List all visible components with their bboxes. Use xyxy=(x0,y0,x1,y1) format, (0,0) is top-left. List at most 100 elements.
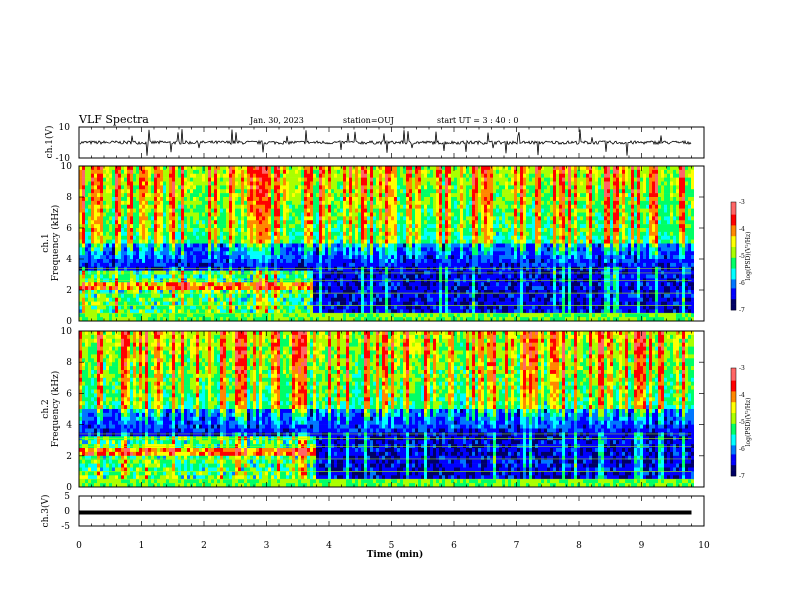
spectrogram-cell xyxy=(205,213,208,217)
spectrogram-cell xyxy=(214,306,217,310)
spectrogram-cell xyxy=(406,201,409,205)
spectrogram-cell xyxy=(190,213,193,217)
spectrogram-cell xyxy=(292,267,295,271)
spectrogram-cell xyxy=(208,282,211,286)
spectrogram-cell xyxy=(139,213,142,217)
spectrogram-cell xyxy=(292,255,295,259)
spectrogram-cell xyxy=(133,255,136,259)
spectrogram-cell xyxy=(160,197,163,201)
spectrogram-cell xyxy=(196,170,199,174)
spectrogram-cell xyxy=(436,216,439,220)
spectrogram-cell xyxy=(358,174,361,178)
spectrogram-cell xyxy=(337,209,340,213)
spectrogram-cell xyxy=(310,298,313,302)
spectrogram-cell xyxy=(274,216,277,220)
spectrogram-cell xyxy=(427,193,430,197)
spectrogram-cell xyxy=(208,306,211,310)
spectrogram-cell xyxy=(112,170,115,174)
spectrogram-cell xyxy=(220,209,223,213)
spectrogram-cell xyxy=(238,201,241,205)
spectrogram-cell xyxy=(235,213,238,217)
spectrogram-cell xyxy=(160,290,163,294)
spectrogram-cell xyxy=(148,228,151,232)
spectrogram-cell xyxy=(118,282,121,286)
spectrogram-cell xyxy=(442,201,445,205)
spectrogram-cell xyxy=(106,197,109,201)
spectrogram-cell xyxy=(151,232,154,236)
spectrogram-cell xyxy=(340,267,343,271)
spectrogram-cell xyxy=(115,306,118,310)
spectrogram-cell xyxy=(304,166,307,170)
spectrogram-cell xyxy=(337,282,340,286)
spectrogram-cell xyxy=(94,247,97,251)
spectrogram-cell xyxy=(274,286,277,290)
spectrogram-cell xyxy=(322,255,325,259)
spectrogram-cell xyxy=(379,189,382,193)
spectrogram-cell xyxy=(193,174,196,178)
spectrogram-cell xyxy=(394,236,397,240)
spectrogram-cell xyxy=(145,197,148,201)
spectrogram-cell xyxy=(349,236,352,240)
spectrogram-cell xyxy=(88,240,91,244)
spectrogram-cell xyxy=(184,294,187,298)
spectrogram-cell xyxy=(175,178,178,182)
spectrogram-cell xyxy=(427,185,430,189)
spectrogram-cell xyxy=(130,313,133,317)
spectrogram-cell xyxy=(202,201,205,205)
spectrogram-cell xyxy=(406,298,409,302)
spectrogram-cell xyxy=(109,220,112,224)
spectrogram-cell xyxy=(349,255,352,259)
spectrogram-cell xyxy=(97,244,100,248)
spectrogram-cell xyxy=(262,282,265,286)
spectrogram-cell xyxy=(328,201,331,205)
spectrogram-cell xyxy=(340,244,343,248)
spectrogram-cell xyxy=(298,251,301,255)
spectrogram-cell xyxy=(334,294,337,298)
spectrogram-cell xyxy=(406,228,409,232)
spectrogram-cell xyxy=(298,267,301,271)
spectrogram-cell xyxy=(121,220,124,224)
spectrogram-cell xyxy=(124,294,127,298)
spectrogram-cell xyxy=(259,178,262,182)
spectrogram-cell xyxy=(139,178,142,182)
spectrogram-cell xyxy=(181,298,184,302)
spectrogram-cell xyxy=(136,220,139,224)
spectrogram-cell xyxy=(211,174,214,178)
spectrogram-cell xyxy=(310,255,313,259)
spectrogram-cell xyxy=(124,205,127,209)
spectrogram-cell xyxy=(421,267,424,271)
spectrogram-cell xyxy=(274,170,277,174)
spectrogram-cell xyxy=(94,197,97,201)
spectrogram-cell xyxy=(88,263,91,267)
spectrogram-cell xyxy=(181,313,184,317)
spectrogram-cell xyxy=(304,216,307,220)
spectrogram-cell xyxy=(91,197,94,201)
spectrogram-cell xyxy=(322,189,325,193)
spectrogram-cell xyxy=(343,185,346,189)
spectrogram-cell xyxy=(223,209,226,213)
spectrogram-cell xyxy=(184,298,187,302)
spectrogram-cell xyxy=(379,178,382,182)
spectrogram-cell xyxy=(412,178,415,182)
spectrogram-cell xyxy=(220,263,223,267)
spectrogram-cell xyxy=(436,286,439,290)
spectrogram-cell xyxy=(352,205,355,209)
spectrogram-cell xyxy=(250,306,253,310)
spectrogram-cell xyxy=(316,286,319,290)
spectrogram-cell xyxy=(421,232,424,236)
spectrogram-cell xyxy=(226,286,229,290)
figure-title: VLF Spectra xyxy=(78,113,149,126)
spectrogram-cell xyxy=(334,306,337,310)
spectrogram-cell xyxy=(133,275,136,279)
spectrogram-cell xyxy=(400,182,403,186)
spectrogram-cell xyxy=(199,294,202,298)
spectrogram-cell xyxy=(136,166,139,170)
spectrogram-cell xyxy=(172,193,175,197)
spectrogram-cell xyxy=(94,263,97,267)
spectrogram-cell xyxy=(334,286,337,290)
spectrogram-cell xyxy=(97,232,100,236)
spectrogram-cell xyxy=(427,275,430,279)
spectrogram-cell xyxy=(295,298,298,302)
spectrogram-cell xyxy=(346,244,349,248)
spectrogram-cell xyxy=(292,247,295,251)
